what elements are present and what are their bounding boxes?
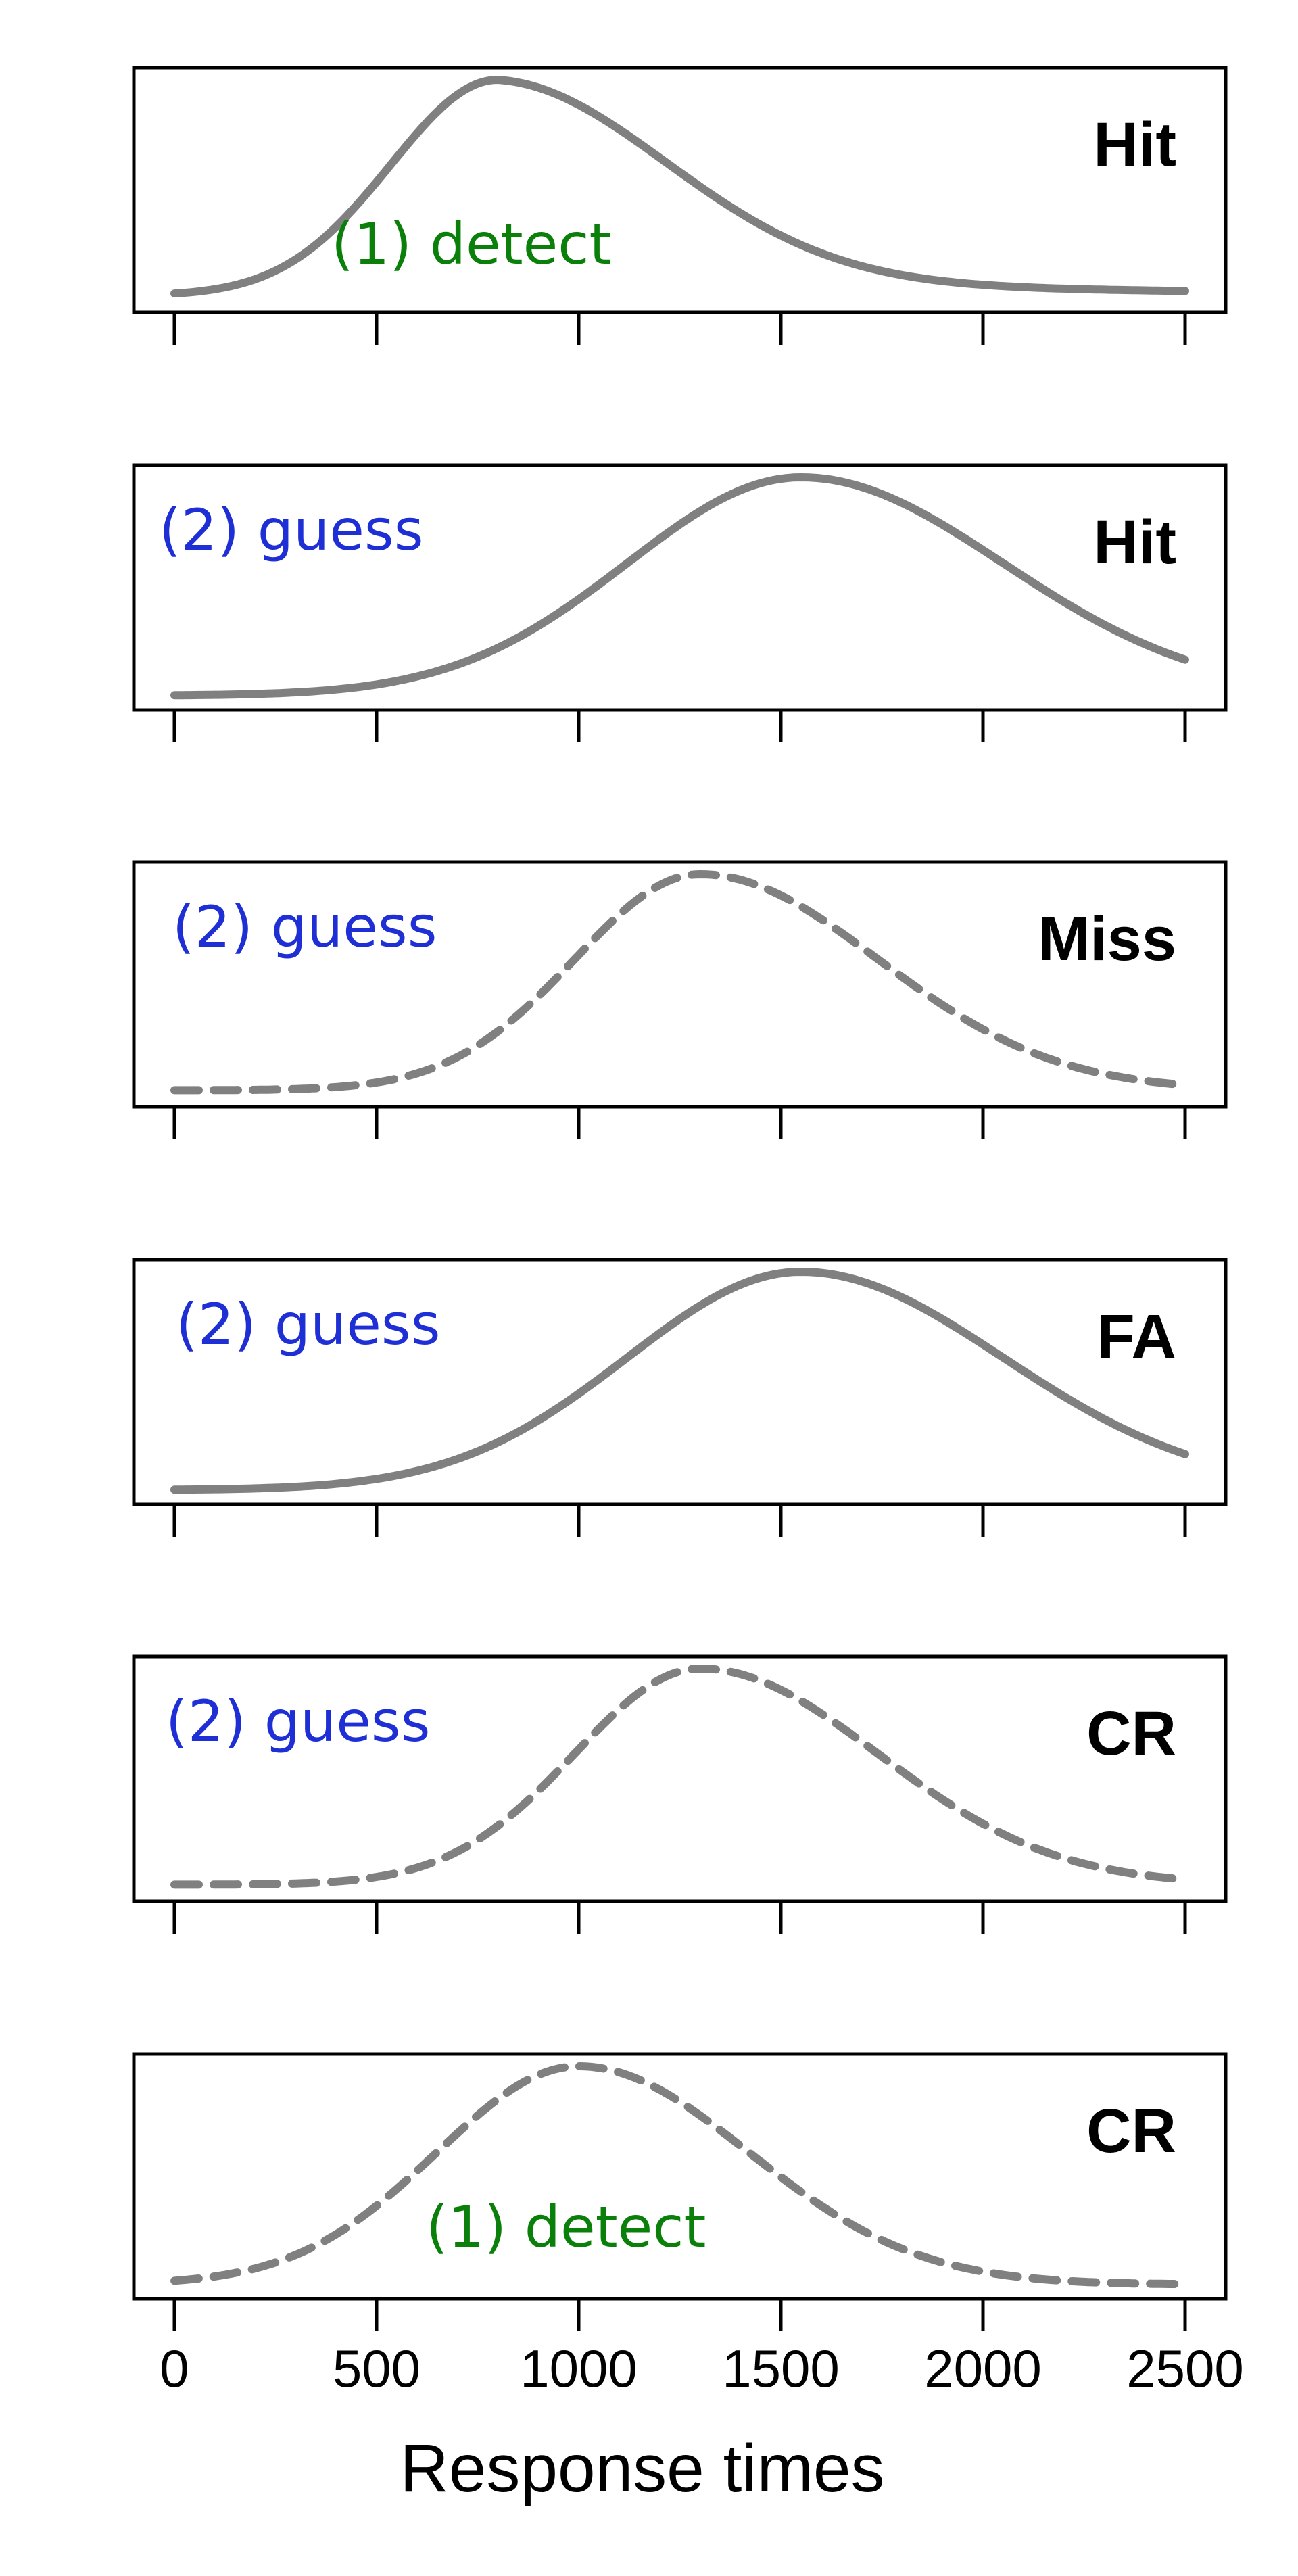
panel-frame xyxy=(132,66,1228,314)
density-curve xyxy=(170,2062,1189,2289)
panel-frame xyxy=(132,2052,1228,2301)
annotation-guess: (2) guess xyxy=(159,497,423,563)
panel-label: FA xyxy=(1097,1302,1176,1371)
density-curve xyxy=(170,473,1189,700)
panel-label: Miss xyxy=(1038,905,1176,974)
panel-label: CR xyxy=(1086,1699,1176,1768)
annotation-detect: (1) detect xyxy=(331,211,611,277)
density-curve xyxy=(170,76,1189,298)
x-axis-tick-labels: 0 500 1000 1500 2000 2500 xyxy=(160,2339,1243,2398)
annotation-detect: (1) detect xyxy=(426,2194,706,2260)
panel-5: CR (2) guess xyxy=(132,1654,1228,1934)
annotation-guess: (2) guess xyxy=(172,894,437,960)
panel-2: Hit (2) guess xyxy=(132,463,1228,742)
annotation-guess: (2) guess xyxy=(176,1291,440,1358)
x-tick-label: 0 xyxy=(160,2339,189,2398)
panel-frame xyxy=(132,860,1228,1109)
annotation-guess: (2) guess xyxy=(166,1688,430,1755)
x-axis-title: Response times xyxy=(400,2431,885,2506)
panel-4: FA (2) guess xyxy=(132,1258,1228,1537)
panel-6: CR (1) detect xyxy=(132,2052,1228,2331)
x-tick-label: 1500 xyxy=(722,2339,840,2398)
density-curve xyxy=(170,1268,1189,1494)
panel-frame xyxy=(132,463,1228,712)
x-tick-label: 2000 xyxy=(924,2339,1042,2398)
panel-frame xyxy=(132,1258,1228,1506)
panel-1: Hit (1) detect xyxy=(132,66,1228,345)
x-tick-label: 500 xyxy=(333,2339,420,2398)
panel-3: Miss (2) guess xyxy=(132,860,1228,1139)
x-tick-label: 2500 xyxy=(1126,2339,1244,2398)
panel-label: Hit xyxy=(1093,508,1176,577)
x-tick-label: 1000 xyxy=(520,2339,638,2398)
density-curve xyxy=(170,870,1189,1095)
density-curve xyxy=(170,1665,1189,1889)
panel-frame xyxy=(132,1654,1228,1903)
panel-label: CR xyxy=(1086,2097,1176,2166)
panel-label: Hit xyxy=(1093,110,1176,179)
